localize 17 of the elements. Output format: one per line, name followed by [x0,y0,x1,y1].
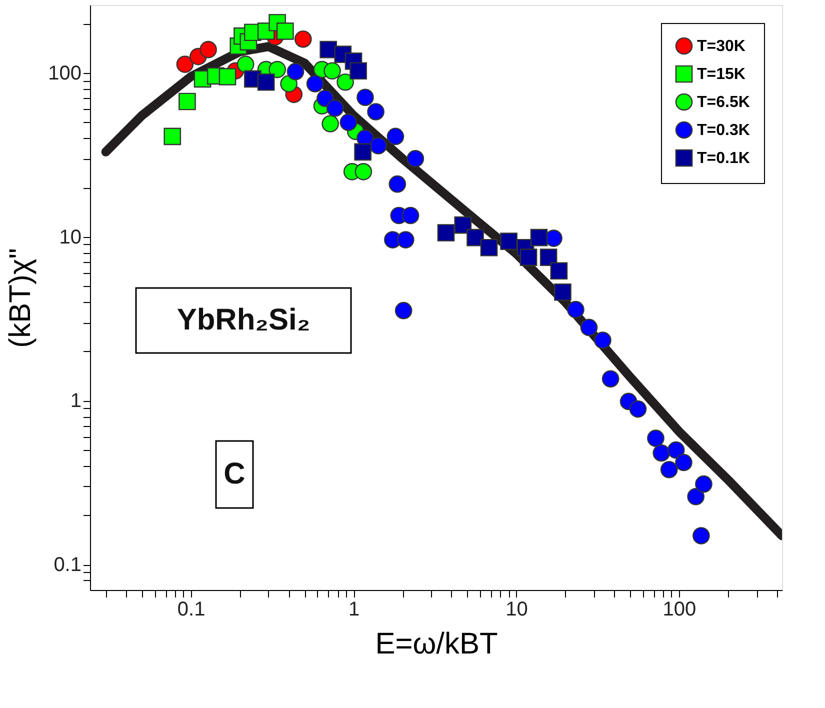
legend-label: T=30K [697,38,746,55]
x-tick-label: 100 [662,598,696,620]
legend-label: T=0.1K [697,150,750,167]
y-tick-label: 100 [48,62,82,84]
y-tick-label: 0.1 [54,554,82,576]
y-tick-label: 10 [59,226,82,248]
legend-label: T=15K [697,66,746,83]
y-axis-title: (kBT)χ" [4,248,38,348]
annotation: YbRh₂Si₂ [176,304,310,336]
x-tick-label: 1 [348,598,360,620]
legend-label: T=0.3K [697,122,750,139]
y-tick-label: 1 [70,390,82,412]
legend-label: T=6.5K [697,94,750,111]
x-tick-label: 0.1 [177,598,206,620]
x-tick-label: 10 [506,598,528,620]
x-axis-title: E=ω/kBT [375,628,498,660]
annotation: C [224,458,246,490]
